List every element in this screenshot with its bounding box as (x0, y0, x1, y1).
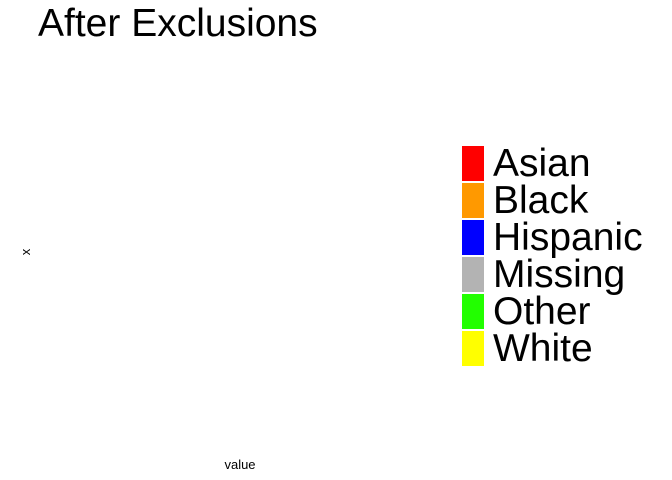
legend-item-other: Other (462, 290, 643, 333)
y-axis-label: x (18, 248, 33, 256)
legend-key-black (462, 183, 484, 218)
plot-panel (36, 52, 446, 450)
chart-title: After Exclusions (38, 2, 318, 45)
legend-item-missing: Missing (462, 253, 643, 296)
legend-label-asian: Asian (493, 142, 591, 185)
legend-label-missing: Missing (493, 253, 626, 296)
legend-label-black: Black (493, 179, 589, 222)
legend-key-missing (462, 257, 484, 292)
x-axis-label: value (224, 457, 256, 472)
legend-item-black: Black (462, 179, 643, 222)
legend-key-other (462, 294, 484, 329)
legend: Asian Black Hispanic Missing Other White (462, 142, 643, 370)
legend-key-hispanic (462, 220, 484, 255)
legend-label-hispanic: Hispanic (493, 216, 643, 259)
legend-key-white (462, 331, 484, 366)
legend-label-other: Other (493, 290, 591, 333)
legend-key-asian (462, 146, 484, 181)
legend-label-white: White (493, 327, 593, 370)
legend-item-hispanic: Hispanic (462, 216, 643, 259)
legend-item-asian: Asian (462, 142, 643, 185)
legend-item-white: White (462, 327, 643, 370)
